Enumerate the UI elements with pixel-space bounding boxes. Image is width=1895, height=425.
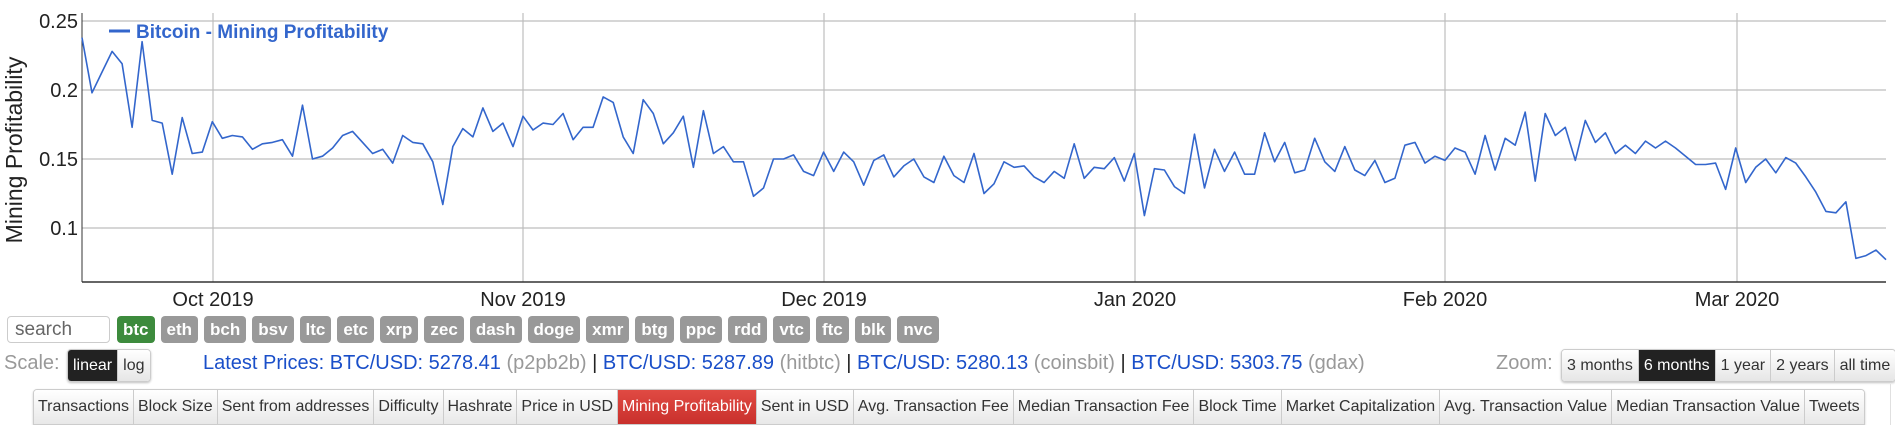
- coin-button-blk[interactable]: blk: [854, 316, 892, 343]
- price-source: (hitbtc): [779, 352, 841, 374]
- y-axis-label: Mining Profitability: [1, 56, 27, 243]
- tab-median-transaction-fee[interactable]: Median Transaction Fee: [1013, 390, 1195, 424]
- coin-button-vtc[interactable]: vtc: [773, 316, 810, 343]
- tab-median-transaction-value[interactable]: Median Transaction Value: [1612, 390, 1805, 424]
- tab-hashrate[interactable]: Hashrate: [443, 390, 518, 424]
- zoom-range-selector: 3 months 6 months 1 year 2 years all time: [1561, 349, 1895, 382]
- x-tick-label: Jan 2020: [1094, 289, 1176, 311]
- zoom-button-3-months[interactable]: 3 months: [1562, 350, 1639, 381]
- x-tick-label: Mar 2020: [1695, 289, 1780, 311]
- price-separator: |: [840, 352, 858, 374]
- y-tick-label: 0.1: [50, 218, 78, 240]
- coin-button-ppc[interactable]: ppc: [679, 316, 722, 343]
- tab-avg-transaction-value[interactable]: Avg. Transaction Value: [1440, 390, 1613, 424]
- chart-gridlines: [82, 13, 1886, 282]
- price-source: (p2pb2b): [506, 352, 587, 374]
- coin-button-bch[interactable]: bch: [204, 316, 247, 343]
- tab-transactions[interactable]: Transactions: [34, 390, 134, 424]
- scale-label: Scale:: [4, 352, 60, 374]
- x-tick-label: Feb 2020: [1403, 289, 1488, 311]
- zoom-label: Zoom:: [1496, 352, 1553, 374]
- zoom-button-6-months[interactable]: 6 months: [1638, 350, 1716, 381]
- latest-prices: Latest Prices: BTC/USD: 5278.41 (p2pb2b)…: [203, 352, 1365, 375]
- price-source: (coinsbit): [1033, 352, 1115, 374]
- search-input[interactable]: [7, 316, 110, 343]
- x-tick-label: Nov 2019: [480, 289, 566, 311]
- scrollbar-edge: [1890, 384, 1891, 425]
- tab-block-size[interactable]: Block Size: [134, 390, 218, 424]
- chart-area[interactable]: 0.1 0.15 0.2 0.25 Oct 2019 Nov 2019 Dec 2019 J…: [0, 0, 1895, 312]
- zoom-button-1-year[interactable]: 1 year: [1715, 350, 1772, 381]
- tab-market-capitalization[interactable]: Market Capitalization: [1281, 390, 1441, 424]
- coin-button-dash[interactable]: dash: [469, 316, 522, 343]
- coin-button-nvc[interactable]: nvc: [897, 316, 939, 343]
- x-tick-label: Dec 2019: [781, 289, 867, 311]
- coin-button-doge[interactable]: doge: [527, 316, 581, 343]
- metric-tabs: Transactions Block Size Sent from addresse…: [33, 389, 1865, 425]
- tab-tweets[interactable]: Tweets: [1804, 390, 1864, 424]
- scale-toggle: linear log: [67, 349, 151, 382]
- coin-button-bsv[interactable]: bsv: [252, 316, 294, 343]
- coin-button-xrp[interactable]: xrp: [379, 316, 419, 343]
- tab-difficulty[interactable]: Difficulty: [374, 390, 444, 424]
- tab-sent-in-usd[interactable]: Sent in USD: [756, 390, 854, 424]
- scale-button-log[interactable]: log: [118, 350, 150, 381]
- coin-button-ftc[interactable]: ftc: [815, 316, 849, 343]
- coin-button-etc[interactable]: etc: [337, 316, 374, 343]
- coin-button-ltc[interactable]: ltc: [299, 316, 332, 343]
- coin-button-btg[interactable]: btg: [635, 316, 674, 343]
- coin-button-xmr[interactable]: xmr: [586, 316, 630, 343]
- coin-button-btc[interactable]: btc: [117, 316, 155, 343]
- tab-price-in-usd[interactable]: Price in USD: [517, 390, 618, 424]
- scale-button-linear[interactable]: linear: [68, 350, 119, 381]
- line-chart[interactable]: 0.1 0.15 0.2 0.25 Oct 2019 Nov 2019 Dec 2019 J…: [0, 0, 1895, 312]
- x-axis-ticks: Oct 2019 Nov 2019 Dec 2019 Jan 2020 Feb 2020…: [172, 289, 1779, 311]
- chart-legend[interactable]: Bitcoin - Mining Profitability: [109, 22, 389, 43]
- legend-label: Bitcoin - Mining Profitability: [136, 22, 389, 43]
- zoom-button-2-years[interactable]: 2 years: [1771, 350, 1835, 381]
- tab-sent-from-addresses[interactable]: Sent from addresses: [217, 390, 375, 424]
- price-pair: BTC/USD: 5278.41: [329, 352, 507, 374]
- latest-prices-prefix: Latest Prices:: [203, 352, 325, 374]
- x-tick-label: Oct 2019: [172, 289, 253, 311]
- coin-button-zec[interactable]: zec: [424, 316, 464, 343]
- y-tick-label: 0.2: [50, 80, 78, 102]
- price-separator: |: [1114, 352, 1132, 374]
- y-axis-ticks: 0.1 0.15 0.2 0.25: [39, 11, 78, 240]
- price-separator: |: [586, 352, 603, 374]
- price-pair: BTC/USD: 5303.75: [1131, 352, 1308, 374]
- series-line-bitcoin-mining-profitability[interactable]: [81, 37, 1887, 261]
- tab-mining-profitability[interactable]: Mining Profitability: [618, 390, 757, 424]
- price-pair: BTC/USD: 5280.13: [857, 352, 1034, 374]
- zoom-button-all-time[interactable]: all time: [1834, 350, 1895, 381]
- price-pair: BTC/USD: 5287.89: [602, 352, 780, 374]
- tab-block-time[interactable]: Block Time: [1194, 390, 1282, 424]
- tab-avg-transaction-fee[interactable]: Avg. Transaction Fee: [853, 390, 1014, 424]
- coin-button-rdd[interactable]: rdd: [728, 316, 768, 343]
- price-source: (gdax): [1308, 352, 1365, 374]
- y-tick-label: 0.25: [39, 11, 78, 33]
- coin-button-eth[interactable]: eth: [160, 316, 198, 343]
- y-tick-label: 0.15: [39, 149, 78, 171]
- coin-selector: btc eth bch bsv ltc etc xrp zec dash doge xmr btg pp…: [117, 316, 939, 343]
